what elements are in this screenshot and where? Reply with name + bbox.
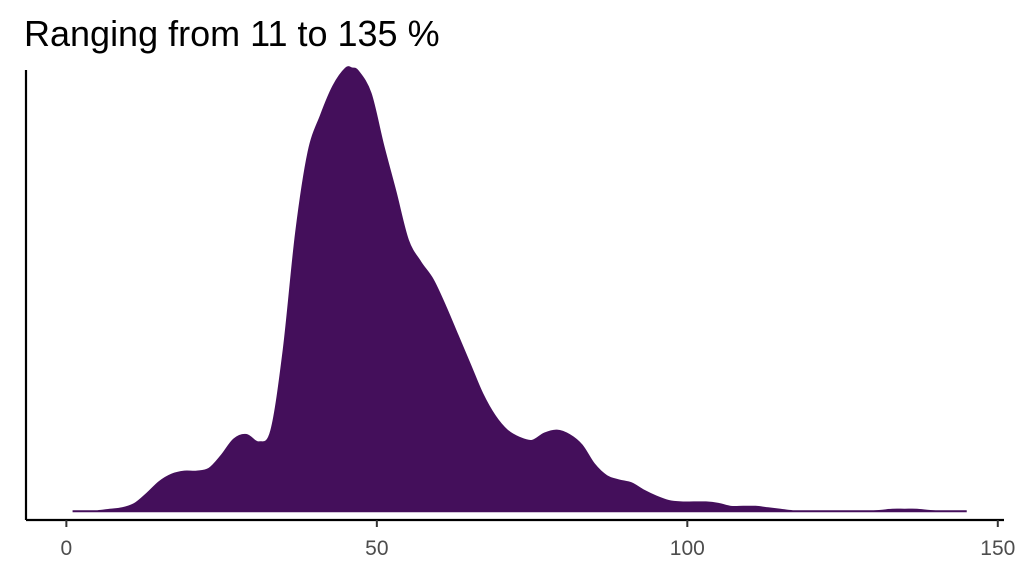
density-area-0 [72, 66, 967, 513]
x-tick-label-3: 150 [980, 537, 1015, 560]
axes: 0 50 100 150 [24, 70, 1015, 560]
x-tick-label-0: 0 [61, 537, 73, 560]
plot-area [72, 66, 967, 513]
chart-title: Ranging from 11 to 135 % [24, 13, 440, 54]
x-tick-label-2: 100 [670, 537, 705, 560]
x-tick-label-1: 50 [365, 537, 388, 560]
